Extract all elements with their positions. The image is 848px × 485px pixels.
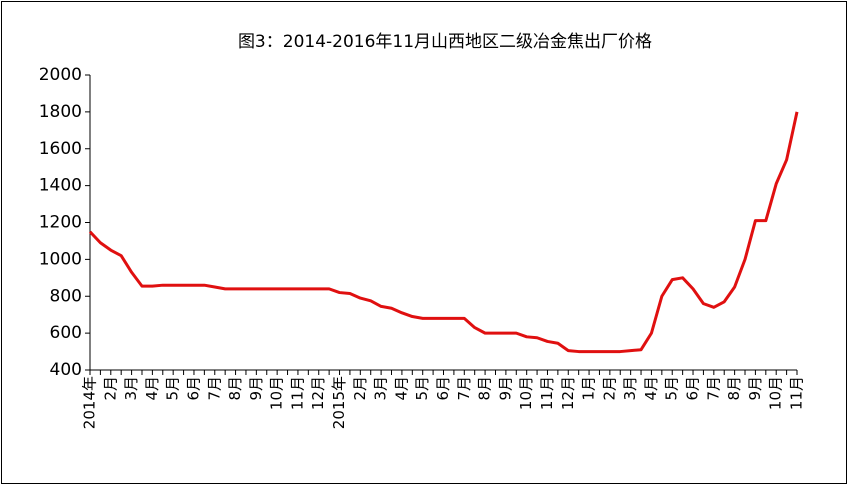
x-tick-label: 4月 [642, 376, 660, 401]
x-tick-label: 5月 [663, 376, 681, 401]
y-tick-label: 1600 [39, 139, 82, 159]
x-tick-label: 6月 [684, 376, 702, 401]
y-tick-label: 2000 [39, 65, 82, 85]
y-tick-label: 800 [50, 286, 82, 306]
y-tick-label: 400 [50, 360, 82, 380]
x-tick-label: 7月 [704, 376, 722, 401]
x-tick-label: 7月 [455, 376, 473, 401]
x-tick-label: 5月 [164, 376, 182, 401]
x-tick-label: 10月 [517, 376, 535, 410]
x-tick-label: 3月 [372, 376, 390, 401]
x-tick-label: 6月 [184, 376, 202, 401]
x-tick-label: 12月 [309, 376, 327, 410]
x-tick-label: 1月 [580, 376, 598, 401]
x-tick-label: 12月 [559, 376, 577, 410]
x-tick-label: 10月 [767, 376, 785, 410]
y-tick-label: 1400 [39, 176, 82, 196]
y-tick-label: 1200 [39, 213, 82, 233]
x-tick-label: 8月 [476, 376, 494, 401]
x-tick-label: 2015年 [330, 376, 348, 429]
x-tick-label: 6月 [434, 376, 452, 401]
x-tick-label: 4月 [392, 376, 410, 401]
x-tick-label: 3月 [621, 376, 639, 401]
x-tick-label: 11月 [288, 376, 306, 410]
y-tick-label: 1000 [39, 249, 82, 269]
x-tick-label: 3月 [122, 376, 140, 401]
y-tick-label: 1800 [39, 102, 82, 122]
y-tick-label: 600 [50, 323, 82, 343]
x-tick-label: 9月 [247, 376, 265, 401]
x-tick-label: 5月 [413, 376, 431, 401]
x-tick-label: 8月 [226, 376, 244, 401]
line-series [88, 111, 799, 354]
x-tick-label: 11月 [788, 376, 806, 410]
chart-title: 图3：2014-2016年11月山西地区二级冶金焦出厂价格 [238, 32, 652, 52]
x-tick-label: 9月 [746, 376, 764, 401]
x-tick-label: 9月 [496, 376, 514, 401]
x-tick-label: 7月 [205, 376, 223, 401]
x-tick-label: 2月 [351, 376, 369, 401]
x-tick-label: 10月 [268, 376, 286, 410]
x-tick-label: 2月 [101, 376, 119, 401]
x-tick-label: 8月 [725, 376, 743, 401]
x-tick-label: 2014年 [81, 376, 99, 429]
x-tick-label: 11月 [538, 376, 556, 410]
x-tick-label: 2月 [600, 376, 618, 401]
x-tick-label: 4月 [143, 376, 161, 401]
